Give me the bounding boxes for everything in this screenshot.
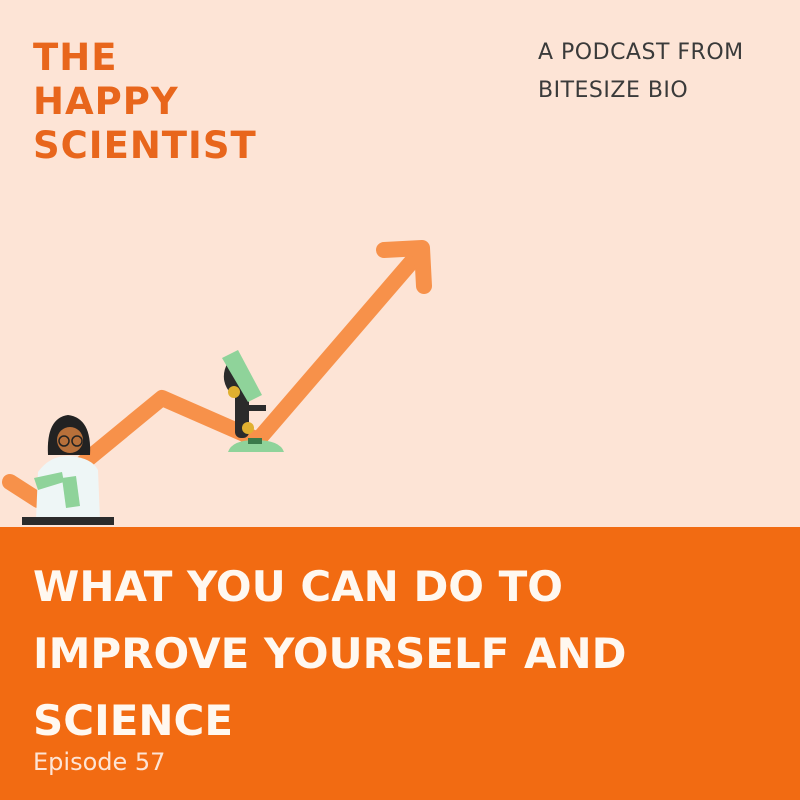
tagline-line: A PODCAST FROM bbox=[538, 40, 744, 65]
episode-title-line: IMPROVE YOURSELF AND bbox=[33, 629, 627, 678]
microscope-icon bbox=[222, 350, 284, 452]
lab-bench bbox=[22, 517, 114, 525]
trend-arrow-icon bbox=[2, 240, 432, 508]
episode-title-line: WHAT YOU CAN DO TO bbox=[33, 562, 563, 611]
podcast-tagline: A PODCAST FROM BITESIZE BIO bbox=[538, 34, 744, 110]
scientist-illustration bbox=[22, 415, 114, 525]
illustration bbox=[2, 240, 432, 525]
episode-title: WHAT YOU CAN DO TO IMPROVE YOURSELF AND … bbox=[33, 553, 627, 754]
podcast-title-line: HAPPY bbox=[33, 80, 179, 123]
podcast-title-line: THE bbox=[33, 36, 118, 79]
podcast-title: THE HAPPY SCIENTIST bbox=[33, 36, 257, 168]
episode-band bbox=[0, 527, 800, 800]
episode-number: Episode 57 bbox=[33, 748, 166, 776]
tagline-line: BITESIZE BIO bbox=[538, 78, 689, 103]
podcast-title-line: SCIENTIST bbox=[33, 124, 257, 167]
episode-title-line: SCIENCE bbox=[33, 696, 234, 745]
